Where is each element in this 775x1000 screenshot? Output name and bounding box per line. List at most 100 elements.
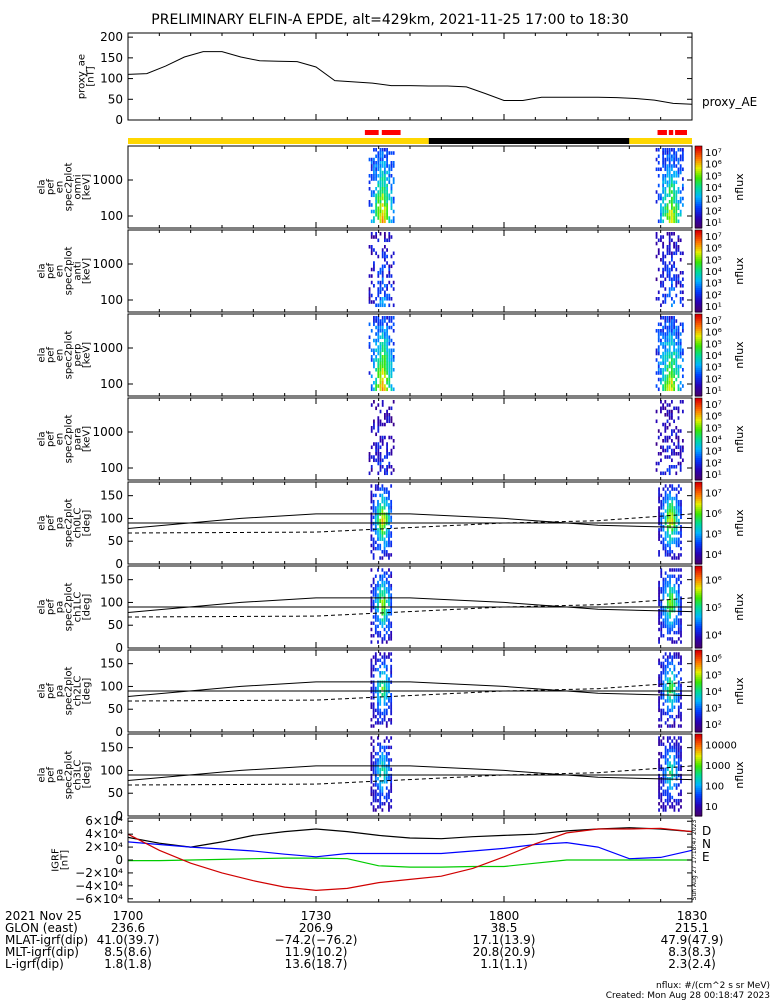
spectra-heat-cell <box>383 316 386 320</box>
spectra-heat-cell <box>368 245 371 249</box>
spectra-heat-cell <box>375 332 378 336</box>
pitch-colorbar-label: nflux <box>733 761 746 789</box>
pitch-heat-cell <box>377 599 379 604</box>
spectra-heat-cell <box>662 254 665 259</box>
spectra-heat-cell <box>662 406 665 411</box>
spectra-heat-cell <box>368 174 371 178</box>
spectra-colorbar-swatch <box>695 451 702 454</box>
pitch-heat-cell <box>374 689 377 694</box>
spectra-heat-cell <box>386 157 388 162</box>
spectra-heat-cell <box>679 164 682 168</box>
spectra-heat-cell <box>679 332 682 336</box>
pitch-heat-cell <box>666 574 669 578</box>
spectra-colorbar-swatch <box>695 348 702 352</box>
spectra-colorbar-swatch <box>695 422 702 426</box>
spectra-heat-cell <box>662 151 665 155</box>
spectra-y-axis-label-line: anti <box>73 261 84 280</box>
spectra-heat-cell <box>383 183 386 188</box>
pitch-heat-cell <box>383 627 386 632</box>
spectra-heat-cell <box>379 368 382 372</box>
pitch-heat-cell <box>372 761 375 765</box>
spectra-heat-cell <box>662 261 665 265</box>
spectra-heat-cell <box>660 400 662 404</box>
spectra-heat-cell <box>379 180 382 185</box>
spectra-heat-cell <box>390 361 393 366</box>
ephemeris-value: 1700 <box>113 909 144 923</box>
pitch-heat-cell <box>660 739 663 743</box>
pitch-colorbar-swatch <box>695 580 702 583</box>
spectra-heat-cell <box>388 335 391 340</box>
pitch-heat-cell <box>673 583 676 588</box>
spectra-heat-cell <box>370 209 373 214</box>
pitch-heat-cell <box>370 599 373 604</box>
pitch-heat-cell <box>383 487 386 491</box>
spectra-heat-cell <box>668 381 671 385</box>
pitch-heat-cell <box>388 689 390 694</box>
spectra-heat-cell <box>379 157 382 162</box>
spectra-heat-cell <box>666 468 669 472</box>
pitch-heat-cell <box>666 767 669 772</box>
spectra-heat-cell <box>375 187 378 191</box>
pitch-heat-cell <box>385 711 388 716</box>
spectra-heat-cell <box>381 335 384 340</box>
pitch-heat-cell <box>658 637 660 641</box>
pitch-heat-cell <box>377 568 379 572</box>
orbit-segment-bar <box>629 138 692 144</box>
spectra-heat-cell <box>662 219 665 224</box>
pitch-heat-cell <box>666 795 669 800</box>
spectra-heat-cell <box>379 361 382 366</box>
pitch-y-axis-label-line: spec2plot <box>64 751 75 800</box>
spectra-heat-cell <box>377 196 380 201</box>
pitch-heat-cell <box>388 792 390 797</box>
spectra-heat-cell <box>662 241 665 246</box>
line-layer <box>127 51 693 892</box>
spectra-heat-cell <box>664 254 667 259</box>
pitch-heat-cell <box>677 755 680 759</box>
pitch-heat-cell <box>388 627 390 632</box>
pitch-heat-cell <box>677 705 680 709</box>
pitch-heat-cell <box>377 534 379 538</box>
pitch-heat-cell <box>658 627 660 632</box>
pitch-y-axis-label-line: pa <box>55 601 66 613</box>
spectra-colorbar-swatch <box>695 287 702 291</box>
spectra-heat-cell <box>383 170 386 175</box>
pitch-heat-cell <box>390 658 393 662</box>
pitch-heat-cell <box>662 683 665 688</box>
spectra-heat-cell <box>375 164 378 168</box>
spectra-heat-cell <box>373 455 375 459</box>
pitch-heat-cell <box>377 593 379 597</box>
spectra-heat-cell <box>368 322 371 327</box>
pitch-heat-cell <box>669 699 671 703</box>
spectra-heat-cell <box>679 290 682 295</box>
spectra-colorbar-swatch <box>695 469 702 473</box>
spectra-heat-cell <box>383 216 386 220</box>
ephemeris-value: 20.8(20.9) <box>473 945 536 959</box>
spectra-heat-cell <box>664 325 667 330</box>
pitch-heat-cell <box>379 802 382 806</box>
pitch-colorbar-swatch <box>695 492 702 495</box>
pitch-heat-cell <box>385 553 388 557</box>
pitch-heat-cell <box>671 764 674 768</box>
pitch-heat-cell <box>666 705 669 709</box>
pitch-heat-cell <box>677 574 680 578</box>
pitch-heat-cell <box>374 518 377 523</box>
pitch-heat-cell <box>662 755 665 759</box>
spectra-heat-cell <box>662 439 665 443</box>
spectra-heat-cell <box>662 335 665 340</box>
proxy-ae-series-line <box>127 51 693 105</box>
spectra-heat-cell <box>679 258 682 262</box>
spectra-heat-cell <box>386 413 388 417</box>
pitch-colorbar-swatch <box>695 703 702 706</box>
pitch-heat-cell <box>372 789 375 793</box>
spectra-colorbar-swatch <box>695 197 702 200</box>
spectra-heat-cell <box>381 248 384 252</box>
spectra-heat-cell <box>679 351 682 356</box>
spectra-heat-cell <box>675 206 678 211</box>
spectra-heat-cell <box>668 200 671 204</box>
pitch-heat-cell <box>383 553 386 557</box>
spectra-colorbar-swatch <box>695 467 702 471</box>
pitch-colorbar-swatch <box>695 607 702 610</box>
spectra-heat-cell <box>657 297 660 301</box>
pitch-colorbar-swatch <box>695 717 702 721</box>
pitch-heat-cell <box>675 496 678 501</box>
